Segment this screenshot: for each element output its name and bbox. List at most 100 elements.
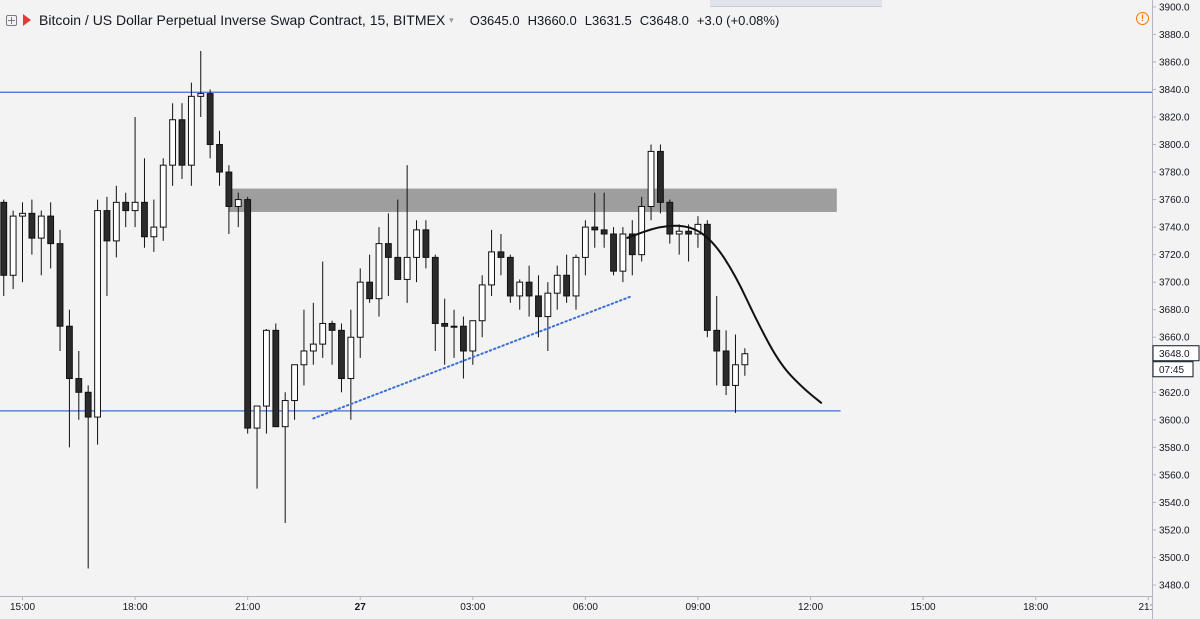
candle (47, 202, 55, 269)
candle-body (544, 292, 552, 318)
alert-icon[interactable]: ! (1136, 12, 1149, 25)
candle (431, 254, 439, 351)
candle-body (460, 325, 467, 352)
candle-body (685, 230, 692, 235)
candle (591, 192, 599, 248)
candle (413, 220, 420, 283)
current-price-tag: 3648.0 (1152, 345, 1200, 362)
candle-body (47, 215, 55, 245)
candle (225, 165, 233, 234)
candle-body (394, 256, 402, 280)
candle-body (722, 350, 730, 386)
time-tick-label: 15:00 (911, 602, 936, 613)
candle (112, 185, 120, 258)
candle (535, 275, 542, 338)
ohlc-close: C3648.0 (639, 12, 689, 28)
candle-body (66, 325, 73, 380)
candle-body (572, 256, 580, 297)
candle-body (281, 400, 289, 428)
expand-icon[interactable] (6, 14, 17, 26)
symbol-title[interactable]: Bitcoin / US Dollar Perpetual Inverse Sw… (39, 12, 446, 28)
candle-body (647, 150, 655, 207)
candle (347, 309, 355, 420)
candle (553, 265, 561, 310)
candle-body (103, 210, 111, 242)
time-axis-background (0, 596, 1200, 619)
price-tick-label: 3660.0 (1159, 333, 1190, 344)
candle (0, 199, 8, 296)
time-tick-label: 27 (355, 602, 367, 613)
candle-body (197, 93, 205, 97)
candle (141, 158, 148, 248)
price-axis[interactable]: 3900.0 3880.0 3860.0 3840.0 3820.0 3800.0 3780… (1152, 0, 1200, 619)
candle-body (187, 95, 195, 166)
candle (741, 348, 749, 376)
candle (647, 144, 655, 221)
time-tick-label: 06:00 (573, 602, 598, 613)
candle-body (150, 226, 158, 238)
candle-body (413, 229, 420, 258)
candle-body (422, 229, 430, 258)
candle (525, 265, 533, 317)
resistance-zone-layer (228, 188, 837, 212)
candle (84, 385, 92, 569)
candle-body (619, 233, 627, 272)
candle-body (600, 229, 608, 235)
price-tick-label: 3580.0 (1159, 443, 1190, 454)
price-tick-label: 3820.0 (1159, 112, 1190, 123)
candle-body (253, 405, 261, 429)
candle (657, 144, 664, 214)
chevron-down-icon[interactable]: ▾ (449, 14, 454, 25)
candle-body (469, 320, 477, 352)
candle (150, 199, 158, 252)
candle (122, 192, 130, 228)
candle-body (375, 243, 383, 300)
svg-text:07:45: 07:45 (1159, 365, 1184, 376)
dotted-trendline[interactable] (312, 294, 634, 420)
candle-body (75, 378, 83, 393)
candle (197, 50, 205, 117)
candle-body (666, 201, 674, 235)
candle (253, 405, 261, 489)
price-tick-label: 3720.0 (1159, 250, 1190, 261)
price-tick-label: 3860.0 (1159, 57, 1190, 68)
candle (300, 309, 308, 386)
candle-body (19, 212, 26, 217)
price-tick-label: 3620.0 (1159, 388, 1190, 399)
projection-curve[interactable] (626, 224, 823, 405)
scroll-handle[interactable] (710, 0, 882, 7)
candle (460, 316, 467, 379)
time-tick-label: 03:00 (460, 602, 485, 613)
price-tick-label: 3680.0 (1159, 305, 1190, 316)
candle-body (478, 284, 486, 322)
candle (628, 220, 636, 276)
candle-body (525, 281, 533, 297)
candle-body (328, 322, 336, 331)
time-axis[interactable]: 15:00 18:00 21:00 27 03:00 06:00 09:00 12:00 15:… (0, 596, 1200, 619)
candle (94, 199, 101, 445)
resistance-zone[interactable] (228, 188, 837, 212)
exchange-flag-icon (23, 14, 31, 26)
price-tick-label: 3880.0 (1159, 30, 1190, 41)
candle (478, 275, 486, 338)
candle (272, 323, 280, 428)
candle-body (732, 364, 739, 386)
price-tick-label: 3700.0 (1159, 278, 1190, 289)
candle (450, 309, 458, 358)
candle-body (263, 329, 270, 407)
candle-body (591, 226, 599, 231)
candle (263, 328, 270, 434)
candle-body (628, 233, 636, 256)
candle (722, 330, 730, 396)
candle-body (488, 251, 495, 286)
price-tick-label: 3780.0 (1159, 168, 1190, 179)
candle-body (581, 226, 589, 258)
candle (366, 254, 374, 303)
time-tick-label: 18:00 (123, 602, 148, 613)
candle-body (657, 150, 664, 203)
candle-body (338, 329, 345, 380)
candle-body (122, 201, 130, 212)
candle-body (309, 343, 317, 352)
candle (131, 116, 139, 228)
